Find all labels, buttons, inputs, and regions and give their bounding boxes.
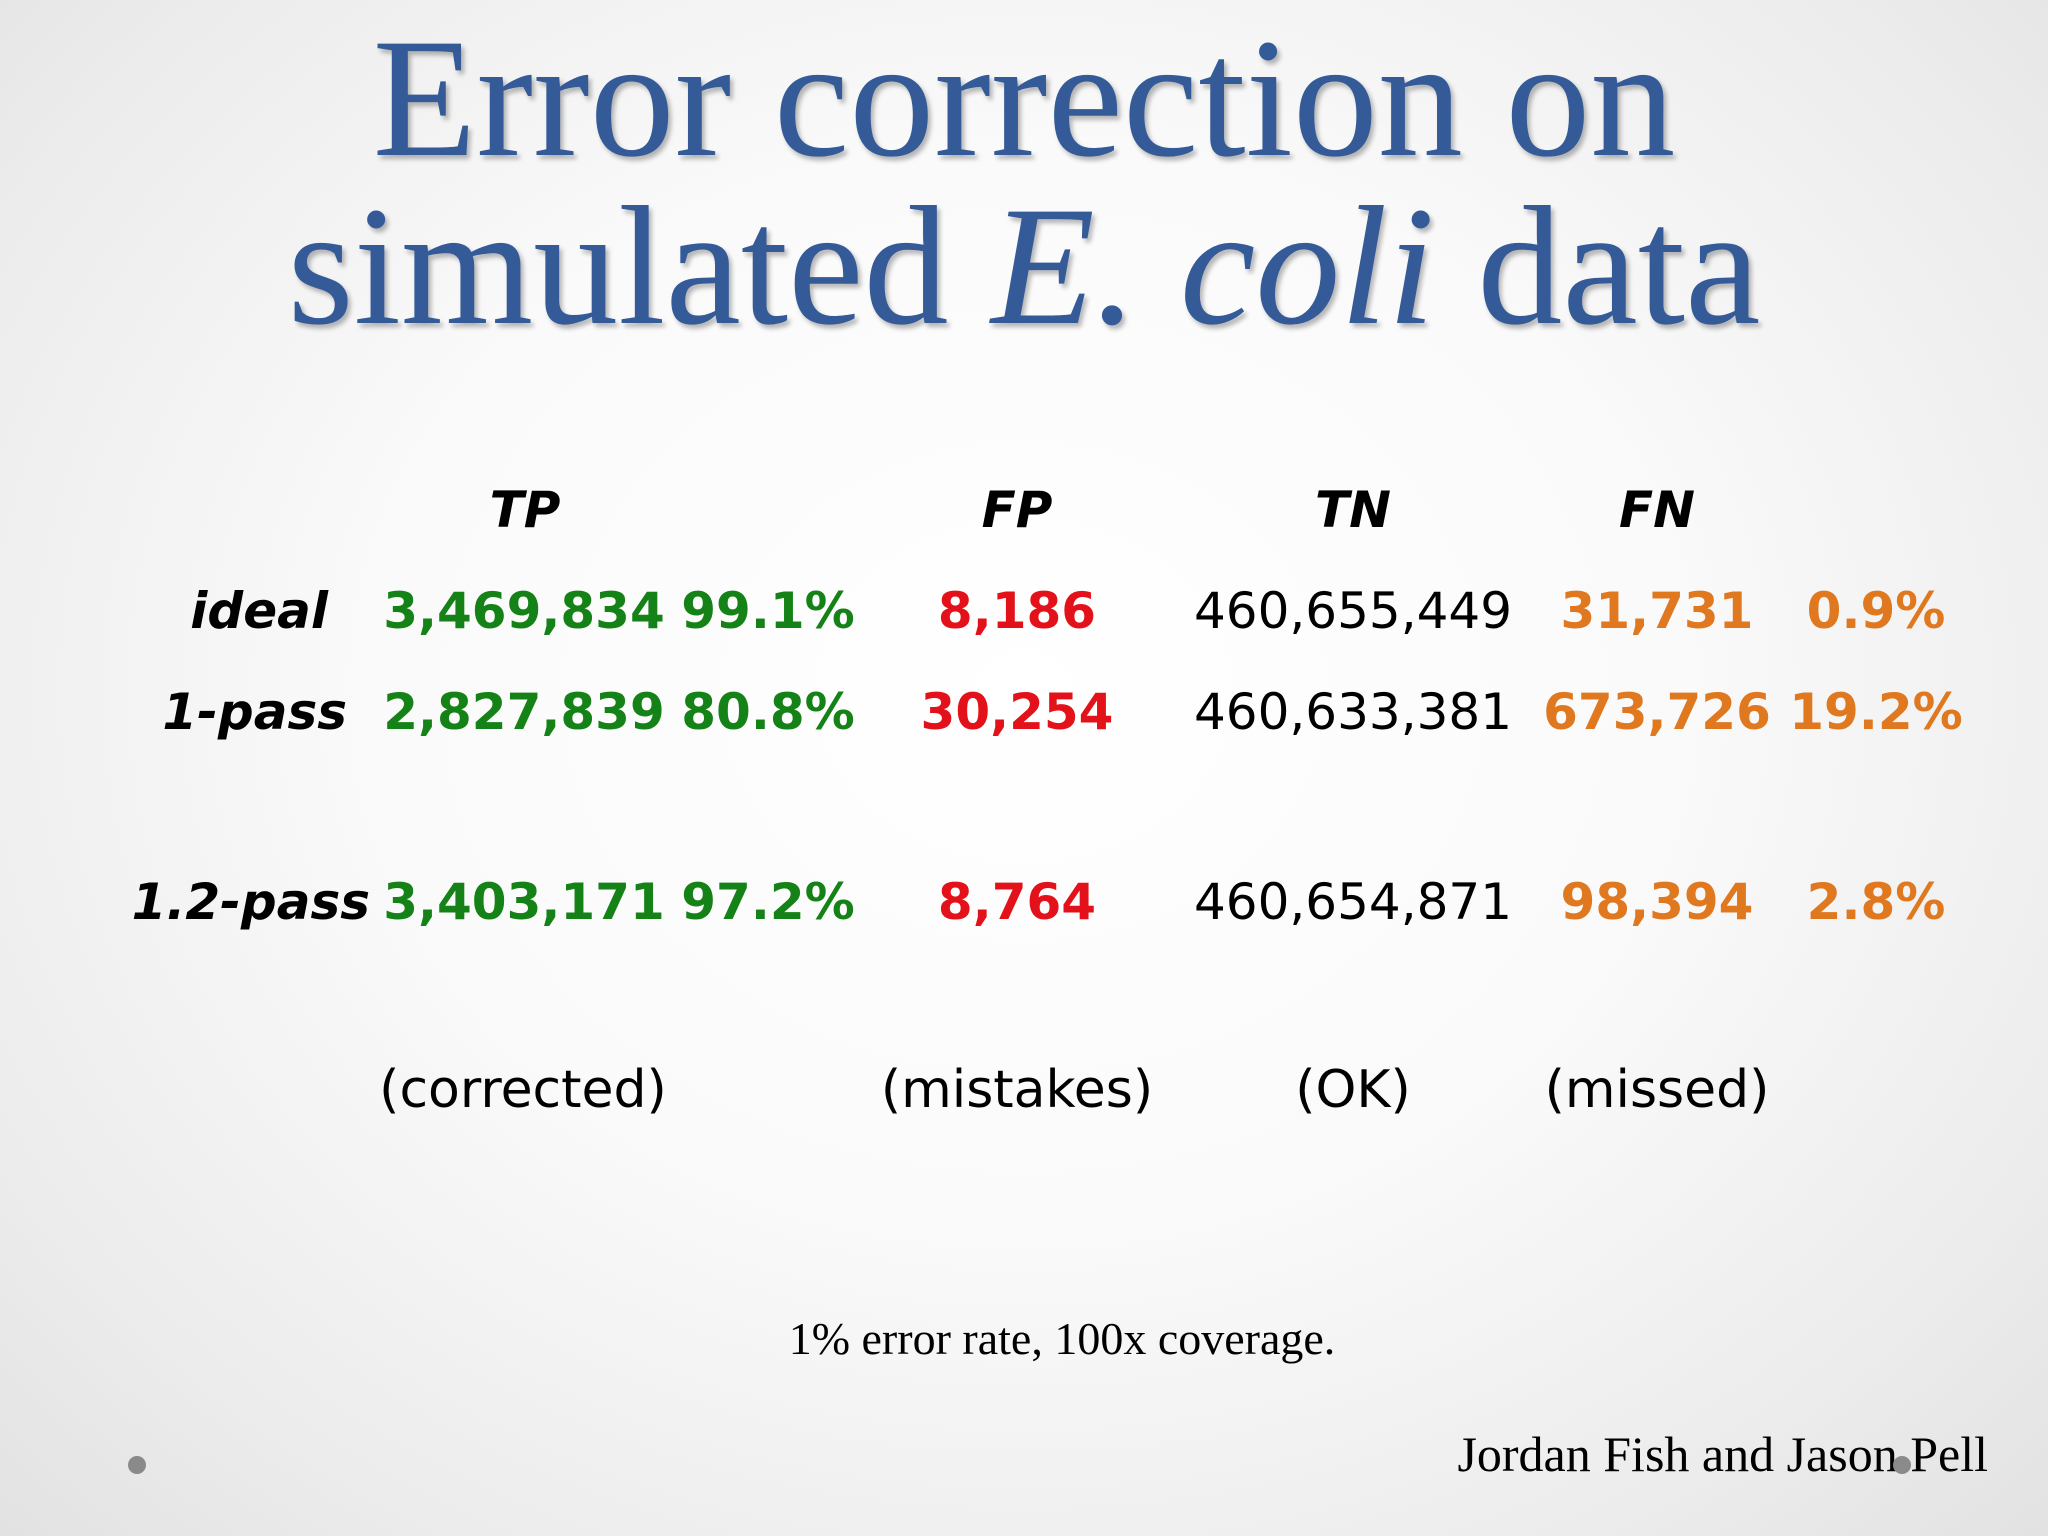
tn-count-1-pass: 460,633,381 bbox=[1193, 683, 1513, 741]
row-label-1-pass: 1-pass bbox=[162, 683, 347, 741]
tn-count-ideal: 460,655,449 bbox=[1193, 582, 1513, 640]
title-line-2: simulated E. coli data bbox=[0, 181, 2048, 351]
tp-count-ideal: 3,469,834 bbox=[383, 582, 665, 640]
description-tn: (OK) bbox=[1295, 1060, 1411, 1120]
fn-count-1-pass: 673,726 bbox=[1543, 683, 1771, 741]
header-fn: FN bbox=[1618, 481, 1696, 539]
description-fn: (missed) bbox=[1544, 1060, 1770, 1120]
header-fp: FP bbox=[981, 481, 1053, 539]
slide-title: Error correction on simulated E. coli da… bbox=[0, 4, 2048, 351]
title-organism: E. coli bbox=[991, 172, 1435, 360]
fp-count-1-pass: 30,254 bbox=[920, 683, 1114, 741]
fp-count-ideal: 8,186 bbox=[937, 582, 1097, 640]
footnote: 1% error rate, 100x coverage. bbox=[788, 1313, 1336, 1364]
fn-percent-ideal: 0.9% bbox=[1806, 582, 1946, 640]
fn-count-1-2-pass: 98,394 bbox=[1560, 873, 1754, 931]
fn-count-ideal: 31,731 bbox=[1560, 582, 1754, 640]
bullet-dot-right-icon bbox=[1893, 1456, 1911, 1474]
tp-percent-1-pass: 80.8% bbox=[681, 683, 855, 741]
tp-count-1-pass: 2,827,839 bbox=[383, 683, 665, 741]
tp-percent-1-2-pass: 97.2% bbox=[681, 873, 855, 931]
bullet-dot-left-icon bbox=[128, 1456, 146, 1474]
fn-percent-1-2-pass: 2.8% bbox=[1806, 873, 1946, 931]
header-tp: TP bbox=[489, 481, 561, 539]
header-tn: TN bbox=[1315, 481, 1391, 539]
fp-count-1-2-pass: 8,764 bbox=[937, 873, 1097, 931]
title-line-1: Error correction on bbox=[372, 4, 1676, 192]
row-label-1-2-pass: 1.2-pass bbox=[131, 873, 370, 931]
title-line-2-suffix: data bbox=[1434, 172, 1761, 360]
description-fp: (mistakes) bbox=[880, 1060, 1154, 1120]
tn-count-1-2-pass: 460,654,871 bbox=[1193, 873, 1513, 931]
tp-count-1-2-pass: 3,403,171 bbox=[383, 873, 665, 931]
tp-percent-ideal: 99.1% bbox=[681, 582, 855, 640]
author-credit: Jordan Fish and Jason Pell bbox=[1457, 1426, 1988, 1482]
title-line-2-prefix: simulated bbox=[287, 172, 992, 360]
row-label-ideal: ideal bbox=[190, 582, 328, 640]
description-tp: (corrected) bbox=[379, 1060, 667, 1120]
fn-percent-1-pass: 19.2% bbox=[1789, 683, 1963, 741]
